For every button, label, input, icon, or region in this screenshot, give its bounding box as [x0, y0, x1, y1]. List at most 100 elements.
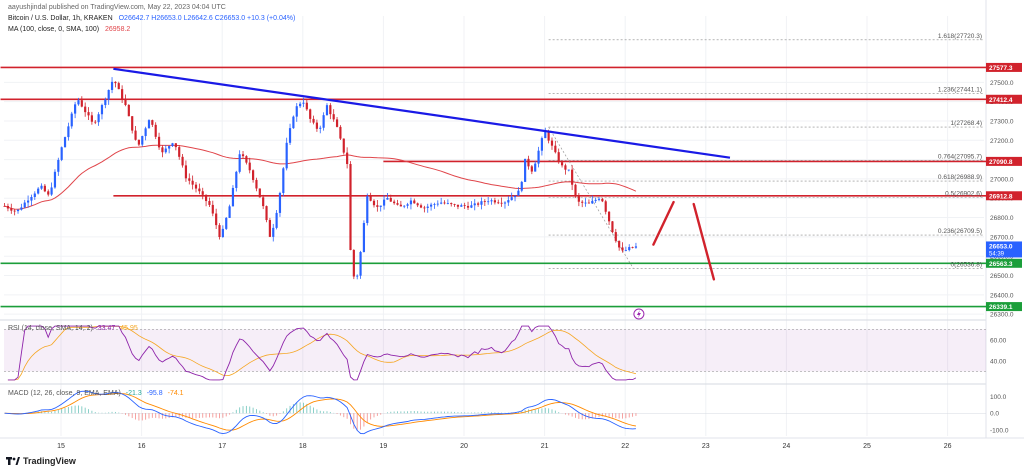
- horizontal-levels: [0, 66, 986, 308]
- candle-body: [362, 222, 366, 252]
- candle-body: [423, 207, 426, 209]
- candle-body: [211, 204, 214, 214]
- candle-body: [530, 166, 533, 172]
- rsi-label: RSI (14, close, SMA, 14, 2): [8, 325, 93, 332]
- forecast-arrow: [692, 202, 716, 281]
- candle-body: [6, 206, 10, 209]
- price-label: 26563.3: [989, 261, 1013, 268]
- symbol-line: Bitcoin / U.S. Dollar, 1h, KRAKEN O26642…: [8, 15, 299, 22]
- candle-body: [386, 198, 389, 200]
- candle-body: [16, 209, 20, 212]
- candle-body: [252, 170, 255, 180]
- candle-body: [540, 138, 544, 151]
- candle-body: [349, 164, 352, 250]
- candle-body: [117, 83, 120, 90]
- candle-body: [282, 168, 285, 193]
- candle-body: [110, 81, 114, 90]
- x-tick-label: 15: [57, 443, 65, 450]
- macd-hist-value: -21.3: [125, 390, 142, 397]
- candle-body: [396, 203, 399, 205]
- candle-body: [433, 204, 436, 205]
- footer[interactable]: TradingView: [6, 456, 76, 466]
- candle-body: [84, 106, 87, 113]
- candle-body: [127, 104, 130, 117]
- candle-body: [47, 191, 50, 195]
- candle-body: [574, 184, 577, 197]
- y-tick-label: 26400.0: [990, 292, 1014, 299]
- candle-body: [13, 210, 16, 212]
- candle-body: [507, 200, 510, 203]
- candle-body: [517, 190, 520, 196]
- lightning-icon: [636, 310, 641, 318]
- candle-body: [429, 204, 433, 207]
- price-label: 27090.8: [989, 159, 1013, 166]
- x-tick-label: 26: [944, 443, 952, 450]
- y-tick-label: 26800.0: [990, 215, 1014, 222]
- ma-label: MA (100, close, 0, SMA, 100): [8, 26, 100, 33]
- candle-body: [403, 205, 406, 207]
- countdown-label: 54:39: [989, 251, 1005, 257]
- y-tick-label: 27500.0: [990, 80, 1014, 87]
- candle-body: [366, 196, 369, 223]
- candle-body: [107, 89, 110, 100]
- macd-tick-label: -100.0: [990, 427, 1009, 434]
- candle-body: [94, 121, 97, 123]
- fib-label: 1.618(27720.3): [938, 33, 982, 40]
- candle-body: [201, 191, 204, 195]
- candle-body: [151, 120, 154, 125]
- candle-body: [63, 137, 67, 148]
- candle-body: [339, 126, 342, 139]
- candle-body: [524, 158, 527, 182]
- candle-body: [67, 126, 70, 138]
- candle-body: [497, 202, 500, 204]
- macd-tick-label: 0.0: [990, 411, 999, 418]
- candle-body: [631, 247, 634, 248]
- candle-body: [10, 208, 13, 211]
- candle-body: [628, 247, 631, 251]
- candle-body: [157, 136, 161, 148]
- candle-body: [184, 165, 188, 179]
- candle-body: [359, 251, 362, 276]
- candle-body: [614, 232, 617, 241]
- candle-body: [309, 109, 312, 119]
- candle-body: [436, 203, 439, 205]
- rsi-panel: [4, 325, 986, 381]
- candle-body: [618, 240, 621, 248]
- fib-label: 0(26536.8): [951, 261, 982, 268]
- candle-body: [500, 202, 503, 204]
- ma-value: 26958.2: [105, 26, 131, 33]
- candle-body: [147, 120, 151, 129]
- candle-body: [262, 197, 265, 207]
- rsi-line: [7, 325, 637, 381]
- candle-body: [23, 202, 26, 208]
- candle-body: [446, 203, 449, 204]
- candle-body: [513, 195, 517, 198]
- candle-body: [248, 162, 251, 171]
- candle-body: [503, 202, 507, 204]
- candle-body: [416, 203, 419, 206]
- candle-body: [198, 188, 201, 192]
- candle-body: [228, 206, 231, 218]
- candle-body: [393, 201, 396, 204]
- rsi-legend: RSI (14, close, SMA, 14, 2) 33.47 45.95: [8, 325, 141, 332]
- price-label-box: [986, 156, 1022, 166]
- candle-body: [241, 154, 245, 157]
- candle-body: [315, 122, 318, 129]
- time-axis: 15 16 17 18 19 20 21 22 23 24 25 26: [0, 437, 1024, 450]
- candle-body: [473, 203, 476, 206]
- candle-body: [208, 201, 211, 205]
- candle-body: [181, 156, 184, 166]
- candle-body: [322, 115, 325, 128]
- candle-body: [53, 171, 57, 188]
- candle-body: [302, 102, 305, 104]
- candle-body: [490, 200, 493, 202]
- candle-body: [520, 181, 523, 191]
- candle-body: [319, 127, 322, 129]
- forecast-arrow: [652, 200, 675, 246]
- candle-body: [74, 104, 77, 114]
- y-tick-label: 26700.0: [990, 234, 1014, 241]
- candle-body: [406, 204, 409, 206]
- y-tick-label: 27300.0: [990, 118, 1014, 125]
- candle-body: [221, 228, 224, 237]
- candle-body: [124, 99, 127, 105]
